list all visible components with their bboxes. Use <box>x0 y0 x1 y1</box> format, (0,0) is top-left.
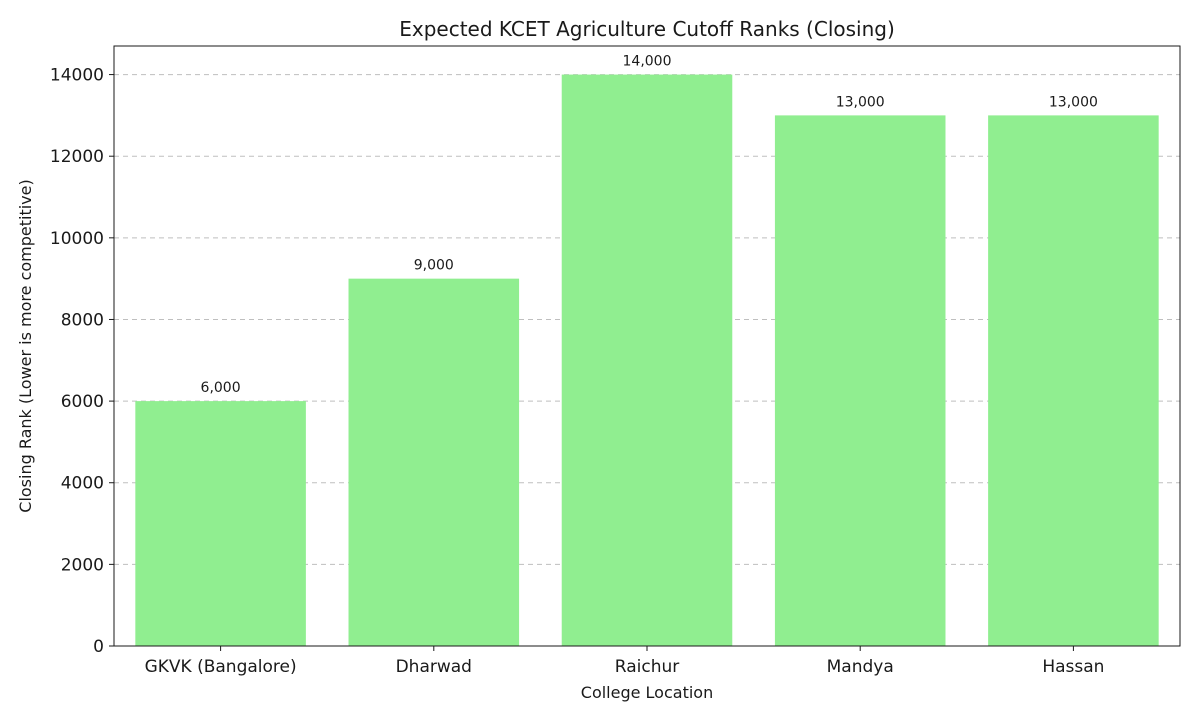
bar <box>988 115 1159 646</box>
bar-value-label: 6,000 <box>201 380 241 396</box>
x-tick-label: Mandya <box>827 657 894 677</box>
x-axis-label: College Location <box>581 683 713 702</box>
y-tick-label: 12000 <box>50 147 104 167</box>
bar-value-label: 9,000 <box>414 258 454 274</box>
y-tick-label: 14000 <box>50 66 104 86</box>
bar-value-label: 13,000 <box>836 94 885 110</box>
y-axis-ticks: 0 2000 4000 6000 8000 10000 12000 14000 <box>50 66 114 657</box>
y-tick-label: 6000 <box>61 392 104 412</box>
y-tick-label: 8000 <box>61 310 104 330</box>
bar <box>561 74 733 647</box>
y-tick-label: 10000 <box>50 229 104 249</box>
x-tick-label: GKVK (Bangalore) <box>145 657 297 677</box>
y-tick-label: 2000 <box>61 555 104 575</box>
bar <box>348 278 520 646</box>
y-axis-label: Closing Rank (Lower is more competitive) <box>16 179 35 512</box>
bar-value-label: 14,000 <box>623 54 672 70</box>
bars <box>135 74 1159 647</box>
x-tick-label: Dharwad <box>396 657 472 677</box>
bar-value-labels: 6,000 9,000 14,000 13,000 13,000 <box>201 54 1098 397</box>
chart-title: Expected KCET Agriculture Cutoff Ranks (… <box>399 17 895 41</box>
x-tick-label: Raichur <box>615 657 679 677</box>
bar <box>774 115 946 646</box>
bar-value-label: 13,000 <box>1049 94 1098 110</box>
x-tick-label: Hassan <box>1042 657 1104 677</box>
bar <box>135 401 306 646</box>
y-tick-label: 0 <box>93 637 104 657</box>
y-tick-label: 4000 <box>61 474 104 494</box>
x-axis-ticks: GKVK (Bangalore) Dharwad Raichur Mandya Hass… <box>145 646 1104 677</box>
